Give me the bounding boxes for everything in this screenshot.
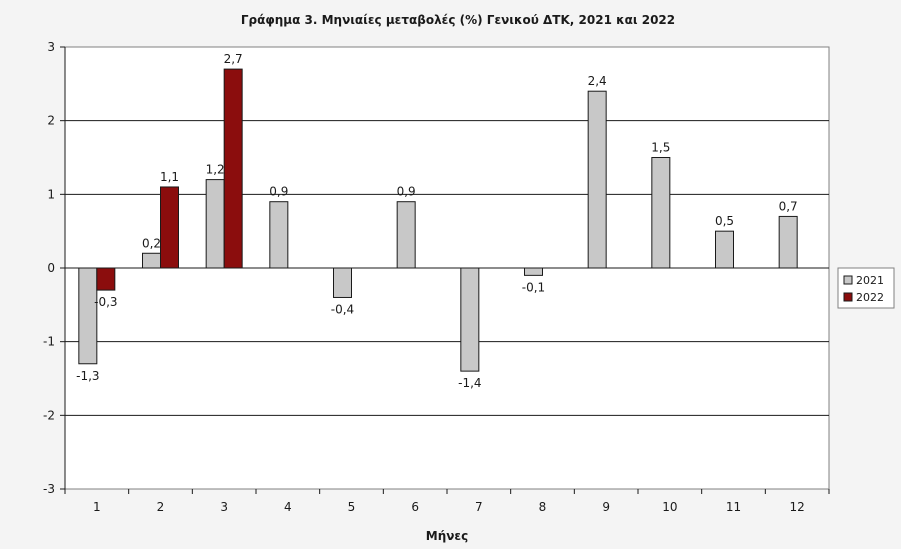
y-tick-label: -3 [43,482,55,496]
data-label: 1,1 [160,170,179,184]
bar-2021 [142,252,161,269]
bar-2021 [269,201,289,269]
bar-2022 [223,68,243,269]
data-label: -0,4 [331,302,354,316]
bar-2021 [78,267,98,365]
x-tick-label: 9 [602,500,610,514]
x-tick-label: 10 [662,500,677,514]
data-label: 0,7 [779,199,798,213]
data-label: 0,2 [142,236,161,250]
x-tick-label: 3 [220,500,228,514]
x-tick-label: 4 [284,500,292,514]
bar-2022 [160,186,179,269]
y-tick-label: 1 [47,187,55,201]
data-label: -1,3 [76,369,99,383]
chart-title: Γράφημα 3. Μηνιαίες μεταβολές (%) Γενικο… [241,13,675,27]
legend-label-2021: 2021 [856,274,884,287]
bar-2021 [460,267,480,372]
legend-swatch-2021 [843,275,853,285]
x-tick-label: 5 [348,500,356,514]
x-axis-title: Μήνες [426,529,468,543]
x-tick-label: 7 [475,500,483,514]
legend-label-2022: 2022 [856,291,884,304]
x-tick-label: 12 [790,500,805,514]
bar-2021 [778,215,798,269]
data-label: 0,5 [715,214,734,228]
x-tick-label: 2 [157,500,165,514]
y-tick-label: 3 [47,40,55,54]
bar-2021 [715,230,734,269]
bar-2021 [205,179,225,269]
x-tick-label: 1 [93,500,101,514]
y-tick-label: -1 [43,335,55,349]
bar-2022 [96,267,116,291]
bar-2021 [651,157,671,269]
bar-2021 [333,267,352,298]
data-label: 2,7 [224,52,243,66]
y-tick-label: -2 [43,408,55,422]
bar-2021 [396,201,416,269]
y-tick-label: 2 [47,114,55,128]
data-label: 2,4 [588,74,607,88]
y-tick-label: 0 [47,261,55,275]
x-tick-label: 8 [539,500,547,514]
legend-swatch-2022 [843,292,853,302]
bar-2021 [524,267,543,276]
data-label: -0,3 [94,295,117,309]
data-label: -0,1 [522,280,545,294]
data-label: 1,5 [651,141,670,155]
x-tick-label: 6 [411,500,419,514]
data-label: 0,9 [397,185,416,199]
data-label: 0,9 [269,185,288,199]
data-label: -1,4 [458,376,481,390]
bar-2021 [587,90,607,269]
x-tick-label: 11 [726,500,741,514]
data-label: 1,2 [206,163,225,177]
